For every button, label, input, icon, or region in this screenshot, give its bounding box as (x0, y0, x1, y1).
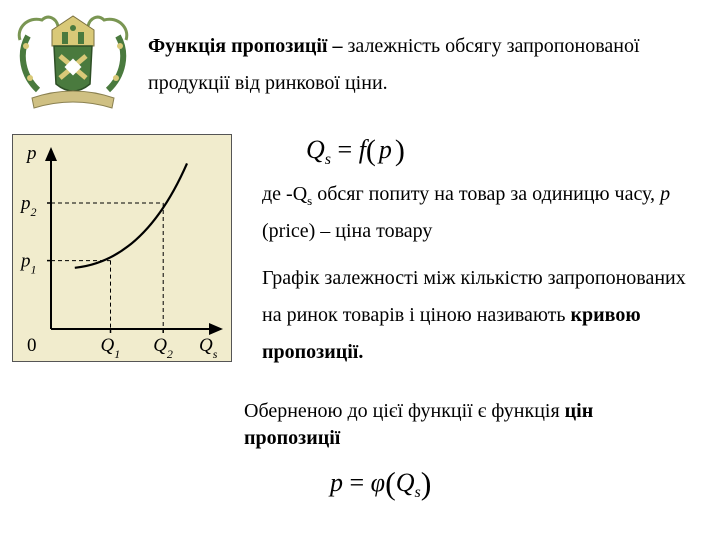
svg-text:p: p (25, 143, 37, 164)
formula1-close: ) (395, 134, 405, 167)
formula2-close: ) (421, 465, 432, 501)
definition-bold: Функція пропозиції – (148, 35, 348, 57)
inverse-function-text: Оберненою до цієї функції є функція цін … (244, 398, 684, 452)
svg-text:Q1: Q1 (101, 335, 121, 361)
graph-description: Графік залежності між кількістю запропон… (262, 260, 702, 371)
formula1-open: ( (366, 134, 376, 167)
formula1-lhs-var: Q (306, 135, 325, 164)
formula2-arg-sub: s (415, 484, 421, 501)
where-text: де -Qs обсяг попиту на товар за одиницю … (262, 176, 692, 250)
svg-text:0: 0 (27, 335, 37, 356)
svg-text:p2: p2 (19, 193, 37, 219)
formula1-eq: = (331, 135, 359, 164)
crest-logo (8, 6, 138, 116)
supply-curve-chart: p 0 p1 p2 Q1 Q2 Qs (12, 134, 232, 362)
where-price-note: (price) – ціна товару (262, 220, 432, 242)
definition-text: Функція пропозиції – залежність обсягу з… (148, 28, 688, 102)
formula2-lhs: p (330, 468, 343, 497)
svg-text:Q2: Q2 (153, 335, 173, 361)
where-rest: обсяг попиту на товар за одиницю часу, (312, 183, 660, 205)
where-p-italic: р (660, 183, 670, 205)
formula2-eq: = (343, 468, 371, 497)
formula1-rhs-func: f (359, 135, 366, 164)
formula-inverse-supply: p = φ(Qs) (330, 462, 431, 502)
inverse-text: Оберненою до цієї функції є функція (244, 400, 565, 422)
svg-text:p1: p1 (19, 251, 37, 277)
formula2-arg-var: Q (396, 468, 415, 497)
formula2-phi: φ (371, 468, 385, 497)
formula-supply-function: Qs = f(p) (306, 132, 405, 169)
svg-text:Qs: Qs (199, 335, 218, 361)
formula2-open: ( (385, 465, 396, 501)
where-prefix: де -Q (262, 183, 307, 205)
formula1-arg: p (376, 135, 395, 164)
